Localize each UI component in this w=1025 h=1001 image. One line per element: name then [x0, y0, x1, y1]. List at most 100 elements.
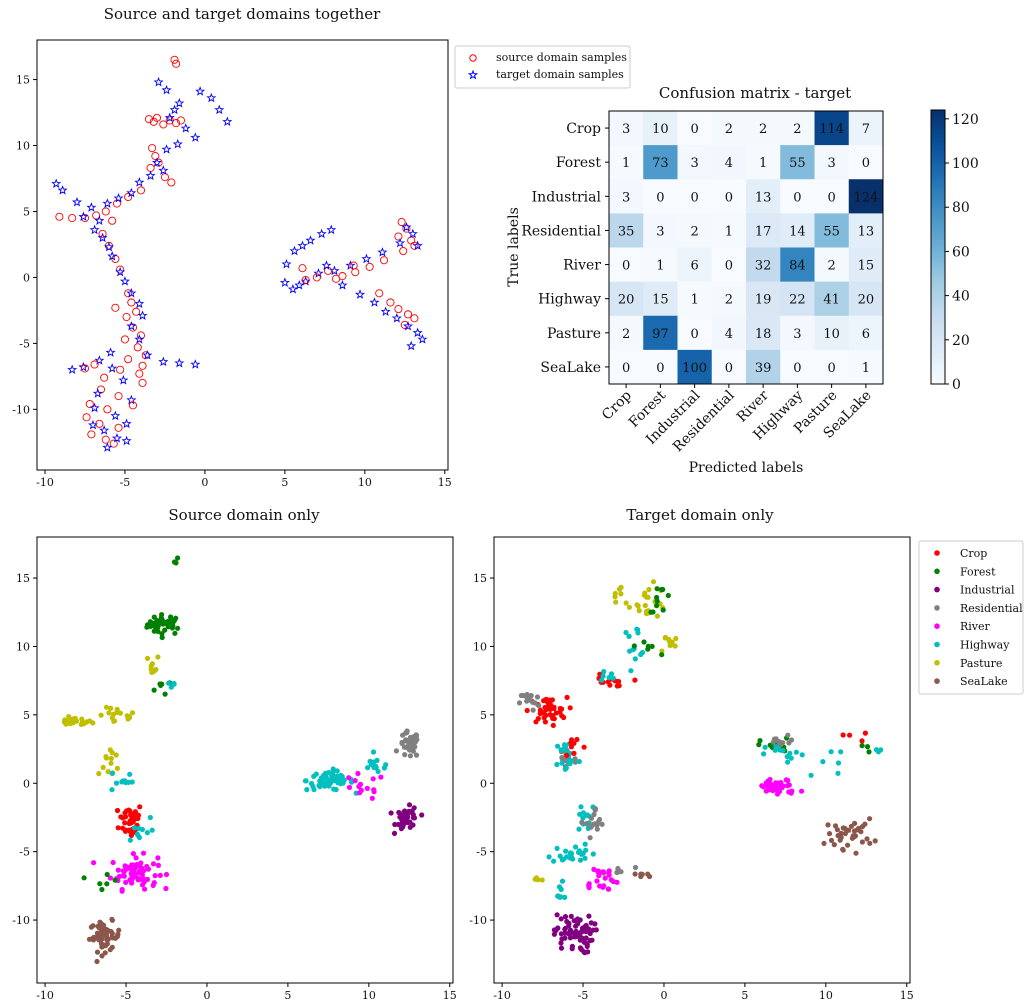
cm-ytick-label: SeaLake	[540, 360, 601, 376]
target-point-sealake	[854, 827, 860, 833]
target-point-industrial	[562, 926, 568, 932]
colorbar-tick-label: 80	[952, 200, 970, 216]
target-point-forest	[866, 749, 872, 755]
confusion-cell-value: 55	[823, 224, 840, 239]
confusion-cell	[643, 281, 678, 317]
confusion-cell-value: 0	[793, 190, 801, 205]
source-sample-point	[349, 261, 358, 270]
confusion-cell-value: 114	[819, 122, 844, 137]
target-point-pasture	[643, 608, 650, 615]
source-point-industrial	[405, 810, 411, 816]
target-point-pasture	[673, 635, 679, 642]
target-point-highway	[635, 627, 641, 633]
target-point-residential	[594, 826, 600, 832]
confusion-matrix-panel: Confusion matrix - target 3 10 0 2 2 2 114 71 73…	[506, 84, 979, 476]
target-point-highway	[559, 857, 566, 863]
target-xtick-label: -5	[578, 989, 589, 1001]
source-sample-point	[100, 373, 109, 382]
confusion-cell-value: 2	[827, 259, 835, 274]
confusion-cell	[848, 111, 884, 146]
target-point-highway	[576, 758, 582, 765]
target-point-residential	[632, 864, 639, 871]
target-point-highway	[878, 747, 884, 753]
target-point-highway	[557, 853, 563, 859]
confusion-cell	[643, 213, 678, 248]
source-sample-point	[375, 289, 384, 298]
target-sample-point	[86, 202, 97, 212]
target-point-sealake	[842, 830, 849, 837]
target-point-residential	[530, 699, 536, 705]
confusion-cell	[780, 213, 815, 248]
combined-xtick-label: -5	[120, 476, 131, 489]
target-point-forest	[660, 607, 666, 613]
target-point-forest	[654, 586, 660, 592]
confusion-cell-value: 0	[793, 361, 801, 376]
cm-ytick-label: Pasture	[547, 326, 601, 342]
target-point-forest	[641, 639, 647, 645]
source-point-crop	[130, 811, 136, 817]
target-sample-point	[394, 237, 406, 248]
target-sample-point	[316, 228, 327, 239]
confusion-cell-value: 97	[652, 327, 669, 342]
target-point-highway	[590, 851, 596, 857]
source-point-river	[163, 871, 170, 878]
target-sample-point	[190, 359, 201, 369]
target-point-river	[600, 884, 606, 890]
target-point-pasture	[623, 600, 629, 606]
target-point-highway	[788, 755, 794, 761]
source-point-highway	[304, 787, 310, 793]
target-point-industrial	[551, 931, 558, 937]
source-sample-point	[133, 343, 142, 352]
colorbar-tick-label: 20	[952, 333, 970, 349]
target-point-highway	[627, 648, 633, 654]
target-point-river	[594, 878, 600, 884]
combined-scatter-legend: source domain samples target domain samp…	[454, 45, 631, 89]
legend-marker-forest	[934, 568, 940, 575]
source-point-residential	[403, 737, 409, 743]
confusion-cell-value: 84	[789, 259, 806, 274]
confusion-cell	[609, 213, 644, 248]
source-point-sealake	[88, 924, 94, 930]
target-ytick-label: 0	[480, 777, 487, 790]
source-point-highway	[311, 773, 317, 780]
source-sample-point	[116, 365, 125, 374]
source-point-river	[346, 784, 353, 791]
target-point-sealake	[848, 823, 855, 829]
class-legend-box	[918, 540, 1024, 695]
target-sample-point	[105, 347, 116, 357]
target-point-crop	[541, 715, 547, 721]
source-point-industrial	[400, 824, 406, 830]
target-sample-point	[115, 266, 126, 277]
cm-ytick-label: Crop	[566, 121, 601, 137]
cm-ytick-label: Highway	[538, 292, 601, 308]
confusion-cell	[746, 281, 781, 317]
target-point-residential	[579, 819, 585, 826]
confusion-cell-value: 10	[823, 327, 840, 342]
confusion-cell	[711, 281, 747, 317]
confusion-cell-value: 22	[789, 293, 806, 308]
source-point-pasture	[111, 718, 118, 724]
target-point-highway	[626, 633, 632, 640]
target-point-river	[788, 790, 794, 796]
source-point-residential	[412, 744, 418, 750]
target-point-sealake	[828, 837, 835, 844]
confusion-cell-value: 0	[725, 190, 733, 205]
target-point-industrial	[559, 936, 565, 942]
confusion-cell	[711, 213, 747, 248]
confusion-cell	[780, 315, 815, 351]
source-point-river	[120, 873, 126, 879]
legend-source-label: source domain samples	[496, 51, 627, 64]
source-point-sealake	[94, 930, 100, 936]
source-point-river	[129, 876, 135, 883]
confusion-cell-value: 55	[789, 156, 806, 171]
target-point-highway	[551, 858, 557, 864]
target-point-highway	[601, 669, 607, 675]
source-sample-point	[101, 435, 110, 444]
source-sample-point	[160, 173, 169, 182]
target-point-highway	[820, 759, 826, 765]
target-point-forest	[631, 643, 637, 649]
colorbar-tick-label: 100	[952, 156, 979, 172]
combined-ytick-label: 5	[23, 205, 30, 218]
source-point-residential	[411, 734, 417, 740]
